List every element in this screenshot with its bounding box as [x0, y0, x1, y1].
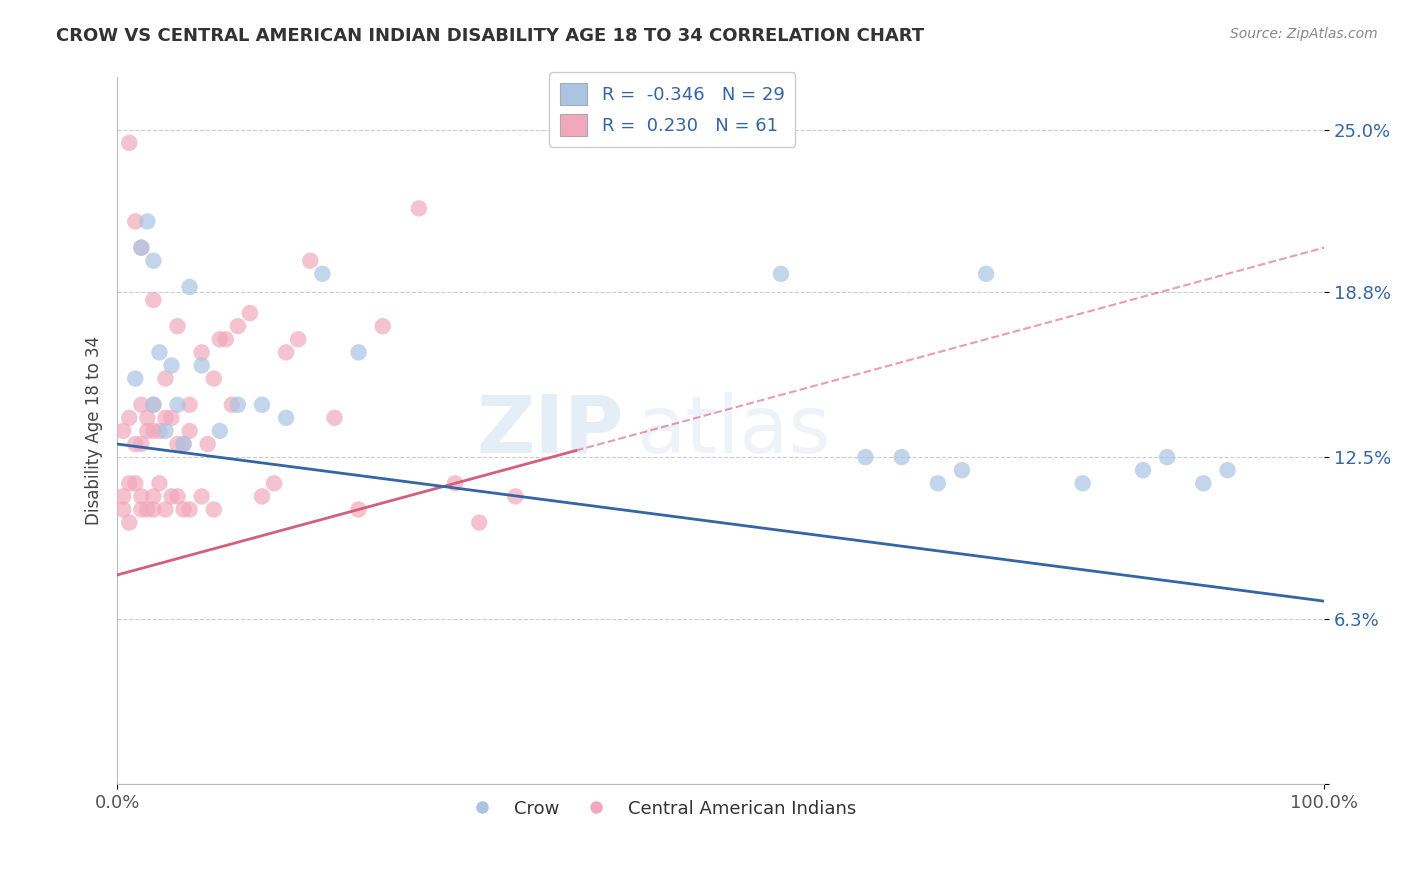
Point — [142, 424, 165, 438]
Point — [166, 437, 188, 451]
Point — [124, 476, 146, 491]
Point — [124, 214, 146, 228]
Point — [505, 489, 527, 503]
Point — [371, 319, 394, 334]
Point — [118, 410, 141, 425]
Point — [263, 476, 285, 491]
Point — [155, 371, 177, 385]
Point — [1216, 463, 1239, 477]
Point — [276, 345, 298, 359]
Point — [208, 424, 231, 438]
Point — [202, 371, 225, 385]
Point — [118, 476, 141, 491]
Point — [1192, 476, 1215, 491]
Point — [166, 319, 188, 334]
Point — [299, 253, 322, 268]
Point — [148, 345, 170, 359]
Point — [221, 398, 243, 412]
Point — [208, 332, 231, 346]
Point — [160, 489, 183, 503]
Point — [131, 437, 153, 451]
Point — [131, 241, 153, 255]
Legend: Crow, Central American Indians: Crow, Central American Indians — [457, 792, 863, 825]
Point — [950, 463, 973, 477]
Point — [1132, 463, 1154, 477]
Point — [215, 332, 238, 346]
Point — [142, 489, 165, 503]
Point — [142, 253, 165, 268]
Point — [202, 502, 225, 516]
Text: ZIP: ZIP — [477, 392, 624, 470]
Point — [136, 214, 159, 228]
Point — [179, 424, 201, 438]
Point — [173, 437, 195, 451]
Point — [250, 398, 273, 412]
Point — [155, 502, 177, 516]
Point — [166, 489, 188, 503]
Point — [160, 410, 183, 425]
Point — [974, 267, 997, 281]
Point — [148, 424, 170, 438]
Point — [124, 371, 146, 385]
Point — [276, 410, 298, 425]
Point — [142, 293, 165, 307]
Y-axis label: Disability Age 18 to 34: Disability Age 18 to 34 — [86, 336, 103, 525]
Point — [311, 267, 333, 281]
Point — [408, 202, 430, 216]
Point — [347, 345, 370, 359]
Point — [160, 359, 183, 373]
Point — [142, 398, 165, 412]
Point — [179, 280, 201, 294]
Point — [118, 136, 141, 150]
Point — [190, 489, 212, 503]
Point — [323, 410, 346, 425]
Point — [173, 437, 195, 451]
Point — [136, 424, 159, 438]
Point — [131, 241, 153, 255]
Point — [112, 424, 135, 438]
Point — [136, 502, 159, 516]
Point — [142, 502, 165, 516]
Point — [131, 489, 153, 503]
Point — [287, 332, 309, 346]
Point — [927, 476, 949, 491]
Point — [190, 345, 212, 359]
Point — [197, 437, 219, 451]
Point — [155, 424, 177, 438]
Point — [118, 516, 141, 530]
Point — [1071, 476, 1094, 491]
Point — [173, 502, 195, 516]
Point — [179, 502, 201, 516]
Point — [148, 476, 170, 491]
Text: Source: ZipAtlas.com: Source: ZipAtlas.com — [1230, 27, 1378, 41]
Point — [166, 398, 188, 412]
Point — [179, 398, 201, 412]
Point — [468, 516, 491, 530]
Point — [226, 319, 249, 334]
Point — [136, 410, 159, 425]
Point — [890, 450, 912, 464]
Point — [769, 267, 792, 281]
Point — [347, 502, 370, 516]
Point — [250, 489, 273, 503]
Text: CROW VS CENTRAL AMERICAN INDIAN DISABILITY AGE 18 TO 34 CORRELATION CHART: CROW VS CENTRAL AMERICAN INDIAN DISABILI… — [56, 27, 924, 45]
Point — [142, 398, 165, 412]
Point — [226, 398, 249, 412]
Point — [155, 410, 177, 425]
Point — [112, 502, 135, 516]
Text: atlas: atlas — [636, 392, 831, 470]
Point — [1156, 450, 1178, 464]
Point — [124, 437, 146, 451]
Point — [855, 450, 877, 464]
Point — [190, 359, 212, 373]
Point — [131, 502, 153, 516]
Point — [239, 306, 262, 320]
Point — [444, 476, 467, 491]
Point — [131, 398, 153, 412]
Point — [112, 489, 135, 503]
